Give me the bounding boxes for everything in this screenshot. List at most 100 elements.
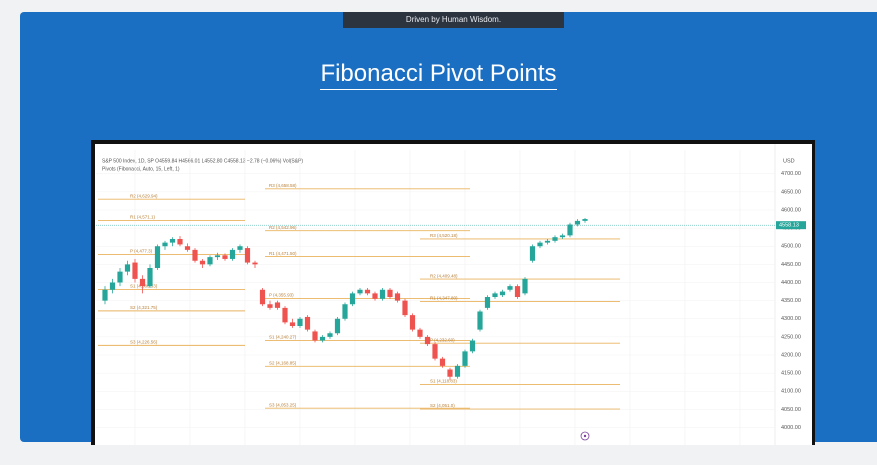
candle-body — [319, 336, 326, 341]
candle-body — [229, 249, 236, 259]
candle-body — [469, 340, 476, 352]
candle-body — [424, 336, 431, 345]
candle-body — [409, 315, 416, 330]
pivot-label: S3 (4,226.56) — [130, 340, 158, 345]
candle-body — [582, 219, 588, 221]
candle-body — [124, 264, 131, 272]
candle-body — [162, 242, 168, 247]
candle-body — [477, 311, 483, 330]
candle-body — [529, 246, 536, 261]
candle-body — [537, 242, 543, 247]
y-tick-label: 4150.00 — [781, 371, 801, 377]
pivot-label: S1 (4,118.83) — [430, 379, 457, 384]
last-price-label: 4558.13 — [779, 223, 799, 229]
candle-body — [462, 351, 468, 366]
candle-body — [192, 249, 198, 261]
y-tick-label: 4100.00 — [781, 389, 801, 395]
y-tick-label: 4400.00 — [781, 280, 801, 286]
y-tick-label: 4000.00 — [781, 425, 801, 431]
candle-body — [252, 262, 258, 265]
candle-body — [184, 246, 191, 250]
y-tick-label: 4600.00 — [781, 207, 801, 213]
title-text: Fibonacci Pivot Points — [320, 60, 557, 90]
candle-body — [552, 237, 558, 241]
y-tick-label: 4250.00 — [781, 334, 801, 340]
candle-body — [222, 255, 228, 259]
candle-body — [447, 369, 453, 377]
candle-body — [454, 365, 461, 377]
candle-body — [214, 255, 221, 258]
candle-body — [274, 302, 281, 308]
candle-body — [484, 297, 491, 308]
candle-body — [394, 293, 401, 301]
candle-body — [139, 278, 146, 287]
candle-body — [132, 262, 138, 279]
pivot-label: S2 (4,321.75) — [130, 305, 158, 310]
pivot-label: R2 (4,409.48) — [430, 273, 458, 278]
candle-body — [244, 248, 251, 263]
candle-body — [514, 286, 521, 297]
candle-body — [507, 286, 513, 290]
candle-body — [102, 289, 108, 301]
pivot-label: R2 (4,542.96) — [269, 225, 297, 230]
candle-body — [417, 329, 423, 337]
pivot-label: P (4,355.93) — [269, 293, 294, 298]
pivot-label: S1 (4,240.27) — [269, 335, 297, 340]
pivot-label: P (4,232.60) — [430, 337, 455, 342]
candle-body — [282, 307, 288, 323]
candle-body — [379, 289, 386, 299]
pivot-label: R1 (4,471.50) — [269, 251, 297, 256]
y-tick-label: 4650.00 — [781, 189, 801, 195]
candle-body — [267, 304, 273, 308]
candle-body — [522, 278, 528, 294]
candle-body — [387, 289, 393, 297]
pivot-label: R1 (4,347.80) — [430, 296, 458, 301]
candle-body — [177, 239, 183, 245]
replay-icon-dot — [583, 434, 587, 438]
y-tick-label: 4200.00 — [781, 352, 801, 358]
candle-body — [567, 224, 573, 236]
replay-icon[interactable] — [580, 431, 590, 441]
y-tick-label: 4050.00 — [781, 407, 801, 413]
pivot-label: S2 (4,168.85) — [269, 360, 297, 365]
candle-body — [207, 257, 213, 265]
candle-body — [334, 318, 341, 334]
candle-body — [154, 246, 161, 268]
axis-unit: USD — [783, 158, 795, 164]
pivot-label: R1 (4,571.1) — [130, 215, 156, 220]
candle-body — [357, 289, 363, 294]
candle-body — [199, 260, 206, 265]
candle-body — [259, 289, 266, 305]
candle-body — [372, 293, 378, 299]
candle-body — [574, 220, 581, 225]
page-title: Fibonacci Pivot Points — [0, 60, 877, 90]
y-tick-label: 4300.00 — [781, 316, 801, 322]
candle-body — [237, 246, 243, 250]
y-tick-label: 4500.00 — [781, 244, 801, 250]
pivot-label: R2 (4,629.94) — [130, 193, 158, 198]
candle-body — [432, 344, 438, 359]
pivot-label: S1 (4,380.53) — [130, 284, 158, 289]
pivot-label: R3 (4,658.58) — [269, 183, 297, 188]
candle-body — [327, 333, 333, 337]
candle-body — [499, 291, 506, 296]
candle-body — [544, 240, 551, 243]
pivot-label: S3 (4,053.25) — [269, 402, 297, 407]
candle-body — [439, 358, 446, 366]
candle-body — [109, 282, 116, 290]
tagline-banner: Driven by Human Wisdom. — [343, 12, 564, 28]
candle-body — [169, 239, 176, 243]
candle-body — [559, 235, 566, 238]
pivot-label: P (4,477.3) — [130, 249, 153, 254]
candle-body — [312, 331, 318, 341]
last-price-box — [776, 221, 806, 230]
candle-body — [492, 293, 498, 297]
pivot-label: R3 (4,520.18) — [430, 233, 458, 238]
candle-body — [342, 304, 348, 319]
candle-body — [349, 293, 356, 305]
candle-body — [402, 300, 408, 316]
candle-body — [117, 271, 123, 283]
y-tick-label: 4700.00 — [781, 171, 801, 177]
